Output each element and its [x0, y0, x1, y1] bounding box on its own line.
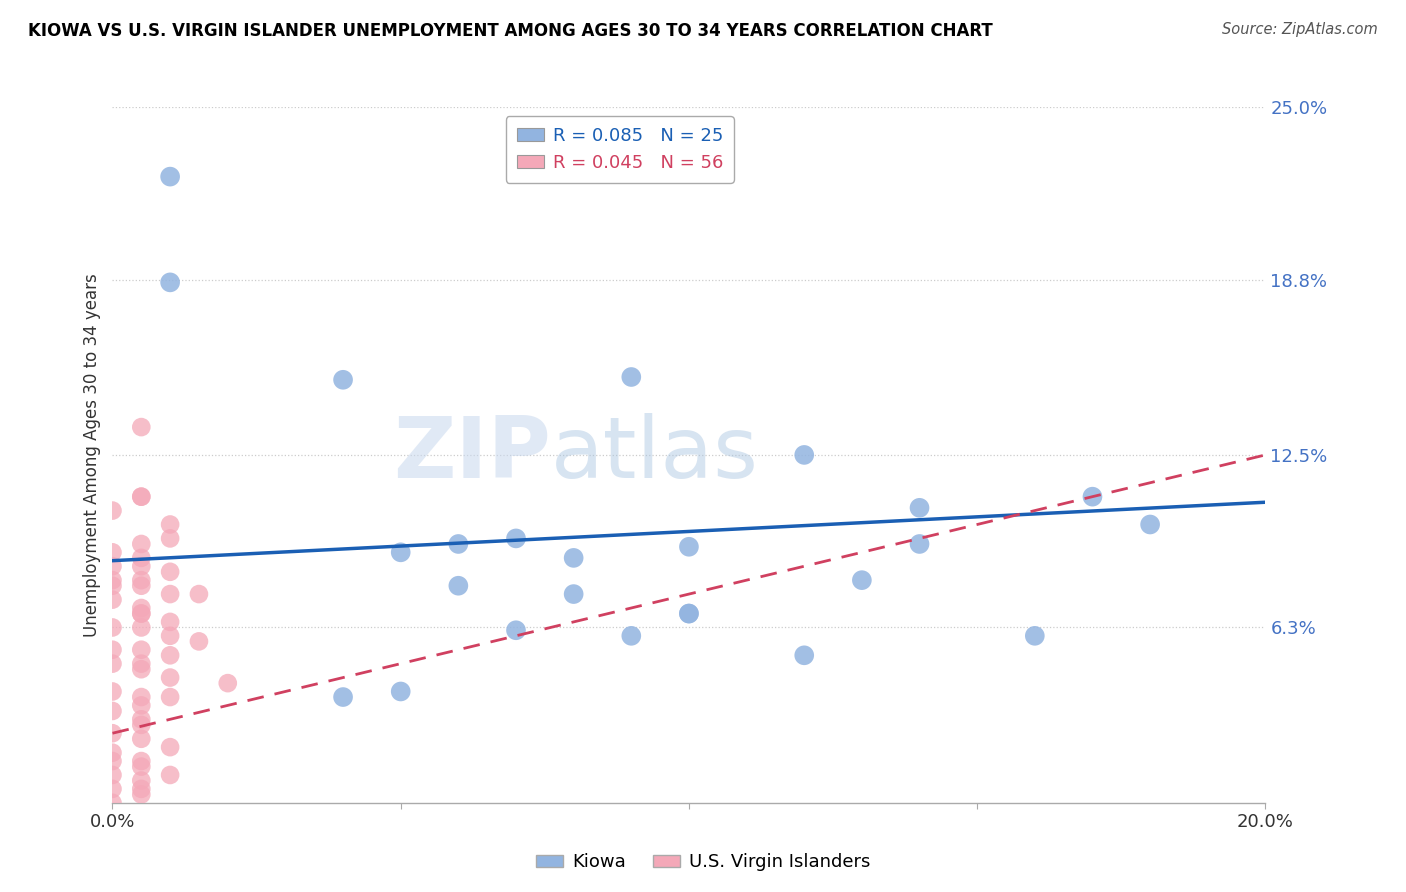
Point: [1024, 629, 1046, 643]
Point: [159, 615, 181, 629]
Point: [678, 540, 700, 554]
Point: [217, 676, 239, 690]
Point: [101, 579, 124, 593]
Point: [101, 684, 124, 698]
Point: [678, 607, 700, 621]
Point: [101, 503, 124, 517]
Point: [129, 662, 153, 676]
Point: [129, 607, 153, 621]
Point: [129, 601, 153, 615]
Point: [389, 684, 412, 698]
Text: KIOWA VS U.S. VIRGIN ISLANDER UNEMPLOYMENT AMONG AGES 30 TO 34 YEARS CORRELATION: KIOWA VS U.S. VIRGIN ISLANDER UNEMPLOYME…: [28, 22, 993, 40]
Text: Source: ZipAtlas.com: Source: ZipAtlas.com: [1222, 22, 1378, 37]
Point: [129, 559, 153, 574]
Point: [159, 648, 181, 663]
Point: [129, 642, 153, 657]
Point: [793, 648, 815, 663]
Point: [159, 517, 181, 532]
Point: [129, 731, 153, 746]
Point: [129, 718, 153, 732]
Point: [129, 490, 153, 504]
Point: [159, 671, 181, 685]
Point: [129, 781, 153, 796]
Point: [332, 690, 354, 704]
Point: [129, 607, 153, 621]
Point: [101, 768, 124, 782]
Point: [129, 773, 153, 788]
Point: [159, 276, 181, 290]
Point: [908, 500, 931, 515]
Text: atlas: atlas: [551, 413, 759, 497]
Point: [129, 788, 153, 802]
Point: [101, 573, 124, 587]
Point: [101, 642, 124, 657]
Point: [129, 712, 153, 726]
Point: [620, 629, 643, 643]
Point: [129, 550, 153, 565]
Point: [159, 690, 181, 704]
Point: [101, 592, 124, 607]
Point: [129, 579, 153, 593]
Point: [908, 537, 931, 551]
Point: [159, 587, 181, 601]
Legend: Kiowa, U.S. Virgin Islanders: Kiowa, U.S. Virgin Islanders: [529, 847, 877, 879]
Point: [188, 634, 211, 648]
Point: [793, 448, 815, 462]
Point: [129, 754, 153, 768]
Point: [159, 532, 181, 546]
Point: [188, 587, 211, 601]
Point: [101, 545, 124, 559]
Point: [101, 704, 124, 718]
Point: [159, 565, 181, 579]
Point: [129, 573, 153, 587]
Point: [101, 781, 124, 796]
Point: [159, 169, 181, 184]
Point: [129, 537, 153, 551]
Point: [101, 657, 124, 671]
Point: [101, 746, 124, 760]
Point: [159, 740, 181, 755]
Point: [159, 768, 181, 782]
Point: [389, 545, 412, 559]
Point: [129, 657, 153, 671]
Text: ZIP: ZIP: [392, 413, 551, 497]
Point: [129, 698, 153, 713]
Point: [101, 796, 124, 810]
Point: [1081, 490, 1104, 504]
Point: [620, 370, 643, 384]
Point: [505, 532, 527, 546]
Point: [101, 726, 124, 740]
Y-axis label: Unemployment Among Ages 30 to 34 years: Unemployment Among Ages 30 to 34 years: [83, 273, 101, 637]
Point: [505, 624, 527, 638]
Point: [101, 754, 124, 768]
Legend: R = 0.085   N = 25, R = 0.045   N = 56: R = 0.085 N = 25, R = 0.045 N = 56: [506, 116, 734, 183]
Point: [851, 573, 873, 587]
Point: [129, 490, 153, 504]
Point: [1139, 517, 1161, 532]
Point: [129, 620, 153, 634]
Point: [129, 759, 153, 773]
Point: [129, 690, 153, 704]
Point: [159, 629, 181, 643]
Point: [101, 559, 124, 574]
Point: [129, 420, 153, 434]
Point: [562, 587, 585, 601]
Point: [447, 579, 470, 593]
Point: [101, 620, 124, 634]
Point: [332, 373, 354, 387]
Point: [678, 607, 700, 621]
Point: [447, 537, 470, 551]
Point: [562, 550, 585, 565]
